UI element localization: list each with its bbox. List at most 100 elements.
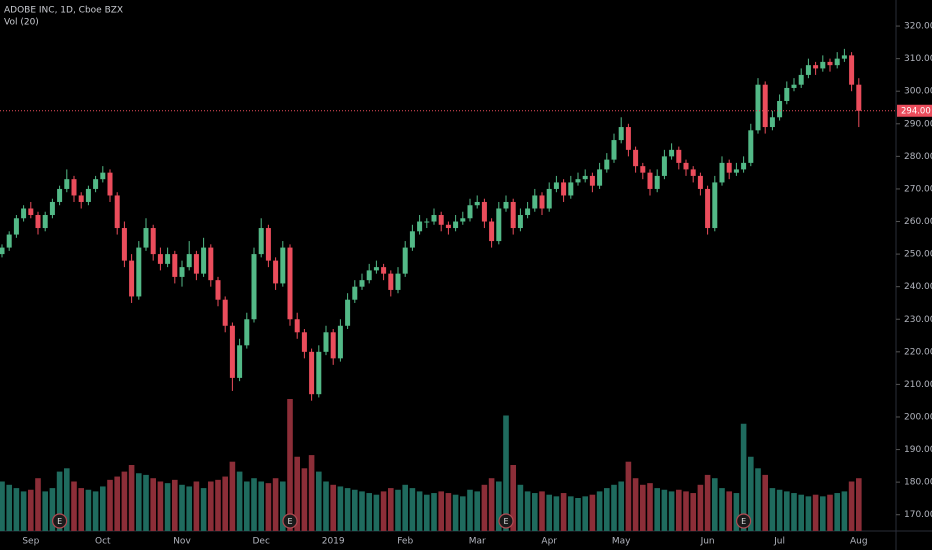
volume-bar: [539, 491, 545, 531]
candle-body: [438, 215, 444, 225]
volume-bar: [697, 484, 704, 531]
candle-body: [654, 175, 660, 189]
volume-bar: [280, 481, 286, 531]
y-tick-label: 210.00: [904, 380, 932, 390]
candle-body: [719, 162, 725, 183]
volume-bar: [668, 491, 675, 531]
candle-body: [78, 195, 84, 202]
candle-body: [597, 169, 603, 186]
x-tick-label: May: [612, 537, 631, 547]
y-tick-label: 190.00: [904, 445, 932, 455]
candle-body: [57, 188, 63, 202]
volume-bar: [107, 479, 113, 531]
volume-bar: [445, 493, 452, 531]
candle-body: [179, 267, 185, 277]
candle-body: [28, 208, 34, 216]
volume-bar: [395, 489, 401, 531]
volume-bar: [553, 496, 560, 531]
volume-bar: [431, 493, 437, 531]
volume-bar: [568, 496, 574, 531]
candle-body: [813, 65, 819, 69]
candle-body: [6, 234, 12, 248]
volume-bar: [6, 484, 12, 531]
volume-bar: [776, 489, 783, 531]
volume-bar: [798, 494, 804, 531]
volume-bar: [200, 488, 207, 531]
candle-body: [611, 140, 617, 160]
candle-body: [856, 84, 862, 111]
candle-body: [589, 175, 595, 186]
volume-bar: [172, 479, 178, 531]
volume-bar: [56, 471, 63, 531]
candle-body: [625, 127, 631, 150]
volume-bar: [294, 456, 300, 531]
candle-body: [748, 130, 754, 163]
candle-body: [251, 254, 257, 320]
volume-bar: [272, 478, 279, 531]
volume-bar: [740, 423, 747, 531]
candle-body: [93, 179, 99, 189]
candle-body: [705, 188, 711, 229]
candle-body: [726, 162, 732, 173]
volume-bar: [308, 455, 315, 531]
volume-bar: [712, 478, 718, 531]
volume-bar: [496, 481, 502, 531]
candle-body: [172, 254, 178, 277]
candle-body: [474, 201, 480, 206]
candle-body: [712, 182, 718, 229]
candle-body: [777, 100, 783, 118]
candle-body: [366, 270, 372, 281]
volume-bar: [827, 494, 833, 531]
candle-body: [769, 117, 775, 128]
volume-bar: [488, 478, 495, 531]
volume-bar: [236, 471, 243, 531]
candle-body: [201, 247, 207, 274]
candle-body: [568, 182, 574, 196]
candle-body: [330, 332, 336, 359]
candle-body: [676, 149, 682, 163]
volume-bar: [676, 489, 682, 531]
candle-body: [604, 159, 610, 170]
volume-bar: [654, 488, 660, 531]
candle-body: [388, 273, 394, 290]
chart-title: ADOBE INC, 1D, Cboe BZX: [4, 6, 123, 16]
candle-body: [517, 215, 523, 229]
volume-bar: [762, 474, 768, 531]
volume-bar: [582, 496, 588, 531]
x-tick-label: Dec: [252, 537, 269, 547]
candle-body: [827, 61, 833, 66]
x-tick-label: Aug: [850, 537, 868, 547]
candle-body: [755, 84, 761, 131]
candle-body: [337, 325, 343, 359]
candle-body: [222, 299, 228, 326]
volume-bar: [856, 478, 862, 531]
volume-bar: [35, 478, 41, 531]
volume-bar: [373, 494, 380, 531]
volume-bar: [575, 498, 581, 531]
candle-body: [208, 247, 214, 281]
candle-body: [539, 195, 545, 209]
last-price-tag: [897, 104, 932, 117]
y-tick-label: 220.00: [904, 347, 932, 357]
earnings-marker: [282, 513, 298, 529]
candle-body: [280, 247, 286, 284]
volume-bar: [510, 465, 516, 531]
y-tick-label: 300.00: [904, 87, 932, 97]
earnings-label: E: [57, 517, 62, 526]
candle-body: [136, 247, 142, 297]
volume-bar: [265, 483, 272, 531]
candle-body: [244, 319, 250, 346]
volume-bar: [474, 491, 480, 531]
volume-bar: [78, 488, 84, 531]
volume-bar: [438, 491, 444, 531]
candle-body: [359, 280, 365, 287]
candle-body: [395, 273, 401, 290]
volume-bar: [208, 481, 214, 531]
volume-bar: [517, 484, 524, 531]
candle-body: [640, 166, 646, 173]
candle-body: [42, 215, 48, 229]
volume-bar: [92, 491, 99, 531]
y-tick-label: 320.00: [904, 22, 932, 32]
candle-body: [496, 208, 502, 242]
